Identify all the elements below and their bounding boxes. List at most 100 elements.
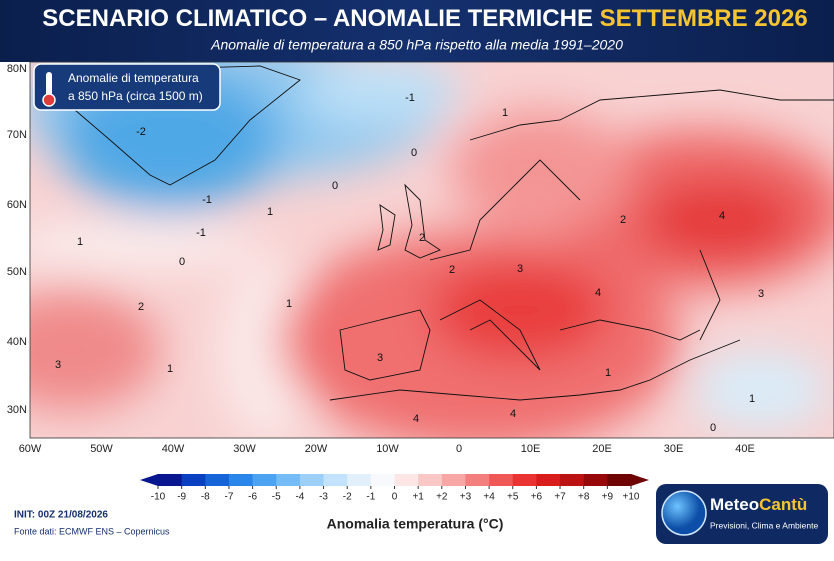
contour-labels: -1 1 -2 0 0 -1 1 -1 1 2 0 2 3 2 4 4 3 1 2 3 1 3 1 4 4 1 0 (55, 92, 764, 434)
colorbar-tick-label: +2 (436, 492, 448, 503)
logo-name: MeteoCantù (710, 495, 807, 514)
colorbar-tick-label: -8 (201, 492, 210, 503)
title: SCENARIO CLIMATICO – ANOMALIE TERMICHE S… (42, 5, 807, 32)
colorbar-segment (205, 474, 230, 486)
contour-label: 2 (620, 214, 626, 226)
info-box (33, 63, 221, 111)
contour-label: -1 (202, 194, 212, 206)
contour-label: 4 (413, 413, 419, 425)
colorbar-tick-label: -10 (151, 492, 166, 503)
colorbar-tick-label: +10 (623, 492, 640, 503)
colorbar-segment (441, 474, 466, 486)
colorbar-tick-label: +4 (483, 492, 495, 503)
contour-label: 1 (77, 236, 83, 248)
coastlines (44, 65, 834, 401)
colorbar-segment (394, 474, 419, 486)
source: Fonte dati: ECMWF ENS – Copernicus (14, 526, 170, 536)
colorbar-tick-label: +9 (602, 492, 614, 503)
colorbar-tick-label: +3 (460, 492, 472, 503)
colorbar-tick-label: +8 (578, 492, 590, 503)
contour-label: 1 (267, 206, 273, 218)
contour-label: 3 (517, 263, 523, 275)
colorbar-segment (370, 474, 395, 486)
lon-label: 50W (90, 443, 113, 455)
lon-label: 10W (376, 443, 399, 455)
lon-label: 20W (305, 443, 328, 455)
lon-label: 30E (664, 443, 684, 455)
contour-label: 4 (595, 287, 601, 299)
logo-name-a: Meteo (710, 495, 759, 514)
lat-label: 80N (7, 63, 27, 75)
contour-label: -1 (405, 92, 415, 104)
colorbar-segment (158, 474, 183, 486)
lat-label: 40N (7, 336, 27, 348)
colorbar-tick-label: -3 (319, 492, 328, 503)
contour-label: 1 (286, 298, 292, 310)
contour-label: 1 (167, 363, 173, 375)
colorbar-segment (607, 474, 632, 486)
colorbar-tick-label: -4 (295, 492, 304, 503)
contour-label: 4 (510, 408, 516, 420)
colorbar-tick-label: -2 (343, 492, 352, 503)
contour-label: 1 (749, 393, 755, 405)
contour-label: 3 (55, 359, 61, 371)
lon-label: 30W (233, 443, 256, 455)
colorbar-tick-label: +6 (531, 492, 543, 503)
contour-label: 2 (419, 232, 425, 244)
lat-label: 50N (7, 266, 27, 278)
colorbar-tick-label: 0 (392, 492, 398, 503)
colorbar-segment (299, 474, 325, 486)
info-line1: Anomalie di temperatura (68, 71, 199, 85)
logo-tagline: Previsioni, Clima e Ambiente (710, 520, 818, 530)
lat-label: 60N (7, 199, 27, 211)
thermometer-bulb (42, 93, 56, 107)
contour-label: 0 (710, 422, 716, 434)
header-bar (0, 0, 834, 62)
colorbar-segment (536, 474, 561, 486)
colorbar: -10 -9 -8 -7 -6 -5 -4 -3 -2 -1 0 +1 +2 +3 +4 +5 +6 +7 +8 +9… (140, 474, 649, 503)
colorbar-segment (181, 474, 206, 486)
colorbar-tick-label: -9 (177, 492, 186, 503)
colorbar-tick-label: -6 (248, 492, 257, 503)
colorbar-segment (512, 474, 537, 486)
contour-label: 0 (411, 147, 417, 159)
contour-label: 1 (502, 107, 508, 119)
lat-label: 30N (7, 404, 27, 416)
graticule-labels: 80N 70N 60N 50N 40N 30N 60W 50W 40W 30W 20W 10W 0 10E… (7, 63, 755, 455)
lon-label: 40E (735, 443, 755, 455)
colorbar-segment (276, 474, 301, 486)
colorbar-tick-label: -7 (224, 492, 233, 503)
colorbar-segment (228, 474, 254, 486)
lon-label: 10E (521, 443, 541, 455)
contour-label: -2 (136, 126, 146, 138)
contour-label: 0 (332, 180, 338, 192)
lon-label: 40W (162, 443, 185, 455)
contour-label: 0 (179, 256, 185, 268)
thermometer (46, 72, 52, 96)
colorbar-segment (489, 474, 514, 486)
contour-label: 4 (719, 210, 725, 222)
colorbar-tick-label: +1 (412, 492, 424, 503)
colorbar-segment (347, 474, 372, 486)
contour-label: 2 (449, 264, 455, 276)
colorbar-segment (465, 474, 490, 486)
colorbar-segment (323, 474, 348, 486)
lat-label: 70N (7, 129, 27, 141)
colorbar-segment (560, 474, 585, 486)
title-highlight: SETTEMBRE 2026 (600, 5, 808, 32)
info-line2: a 850 hPa (circa 1500 m) (68, 89, 203, 103)
logo-globe (661, 490, 707, 536)
title-main: SCENARIO CLIMATICO – ANOMALIE TERMICHE (42, 5, 593, 32)
colorbar-title: Anomalia temperatura (°C) (327, 516, 504, 532)
contour-label: 1 (605, 367, 611, 379)
colorbar-tick-label: +7 (554, 492, 566, 503)
contour-label: 2 (138, 301, 144, 313)
colorbar-end-high (631, 474, 649, 486)
colorbar-tick-label: -1 (366, 492, 375, 503)
map-frame (29, 61, 834, 439)
lon-label: 0 (456, 443, 462, 455)
colorbar-segment (252, 474, 277, 486)
contour-label: 3 (758, 288, 764, 300)
colorbar-segment (418, 474, 443, 486)
